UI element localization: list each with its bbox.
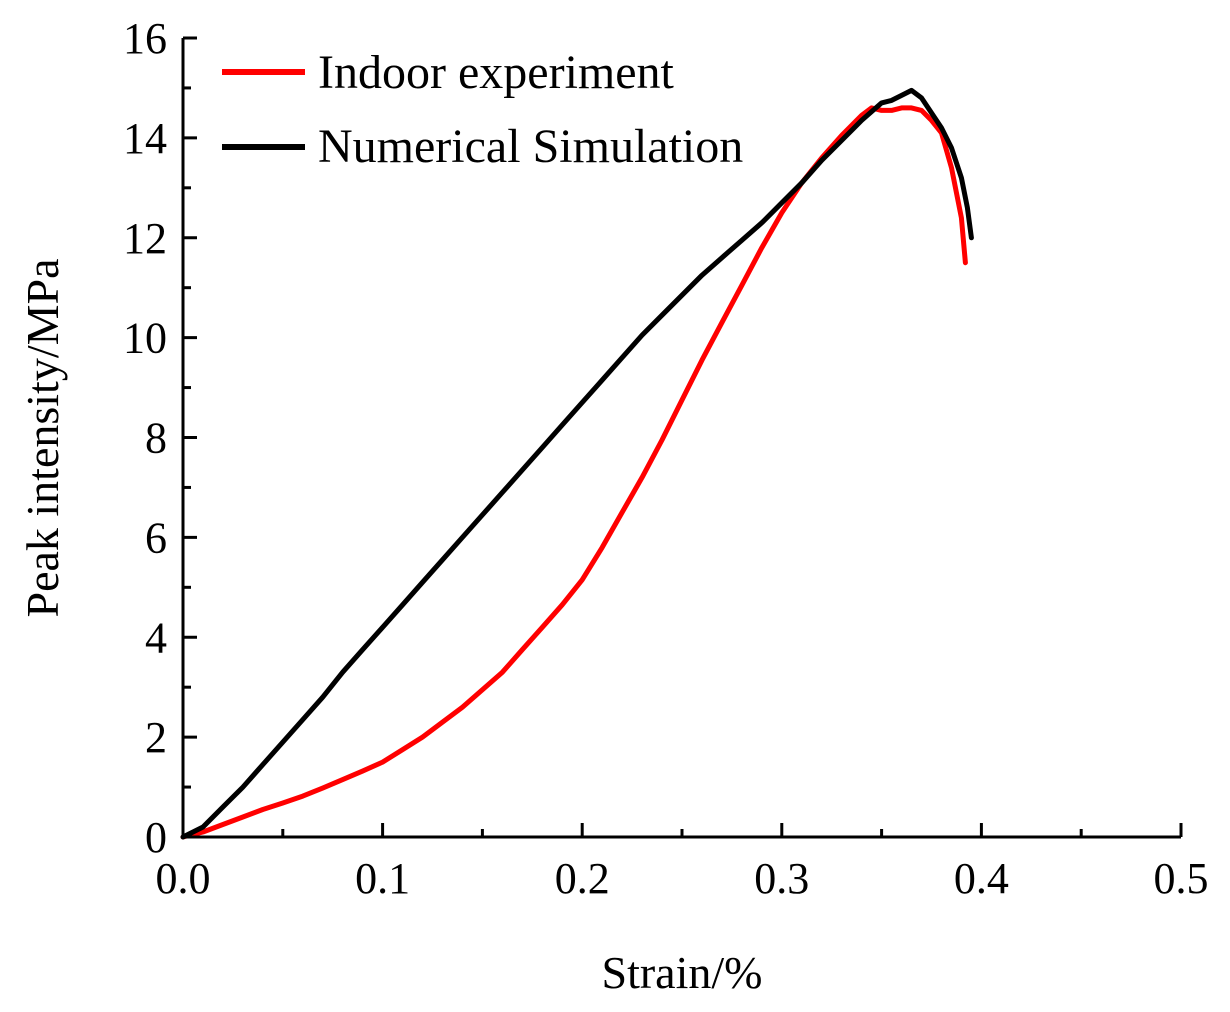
x-tick-label: 0.0 — [156, 854, 211, 903]
y-tick-label: 8 — [145, 414, 167, 463]
y-tick-label: 4 — [145, 613, 167, 662]
legend-label-indoor-experiment: Indoor experiment — [318, 46, 675, 99]
y-tick-label: 14 — [123, 114, 167, 163]
y-tick-label: 10 — [123, 314, 167, 363]
x-tick-label: 0.1 — [355, 854, 410, 903]
y-axis-title: Peak intensity/MPa — [17, 258, 68, 617]
y-tick-label: 16 — [123, 14, 167, 63]
y-tick-label: 6 — [145, 513, 167, 562]
y-tick-label: 2 — [145, 713, 167, 762]
series-line-numerical-simulation — [180, 87, 974, 840]
y-tick-label: 0 — [145, 813, 167, 862]
series-line-indoor-experiment — [180, 105, 968, 840]
x-ticks: 0.0 0.1 0.2 0.3 0.4 0.5 — [156, 823, 1209, 903]
legend: Indoor experiment Numerical Simulation — [222, 46, 743, 173]
x-tick-label: 0.4 — [954, 854, 1009, 903]
legend-label-numerical-simulation: Numerical Simulation — [318, 120, 743, 173]
y-tick-label: 12 — [123, 214, 167, 263]
plot-lines — [180, 87, 974, 840]
x-tick-label: 0.5 — [1154, 854, 1209, 903]
x-tick-label: 0.3 — [754, 854, 809, 903]
x-tick-label: 0.2 — [555, 854, 610, 903]
y-ticks: 0 2 4 6 8 10 12 14 16 — [123, 14, 197, 862]
x-axis-title: Strain/% — [602, 947, 763, 998]
